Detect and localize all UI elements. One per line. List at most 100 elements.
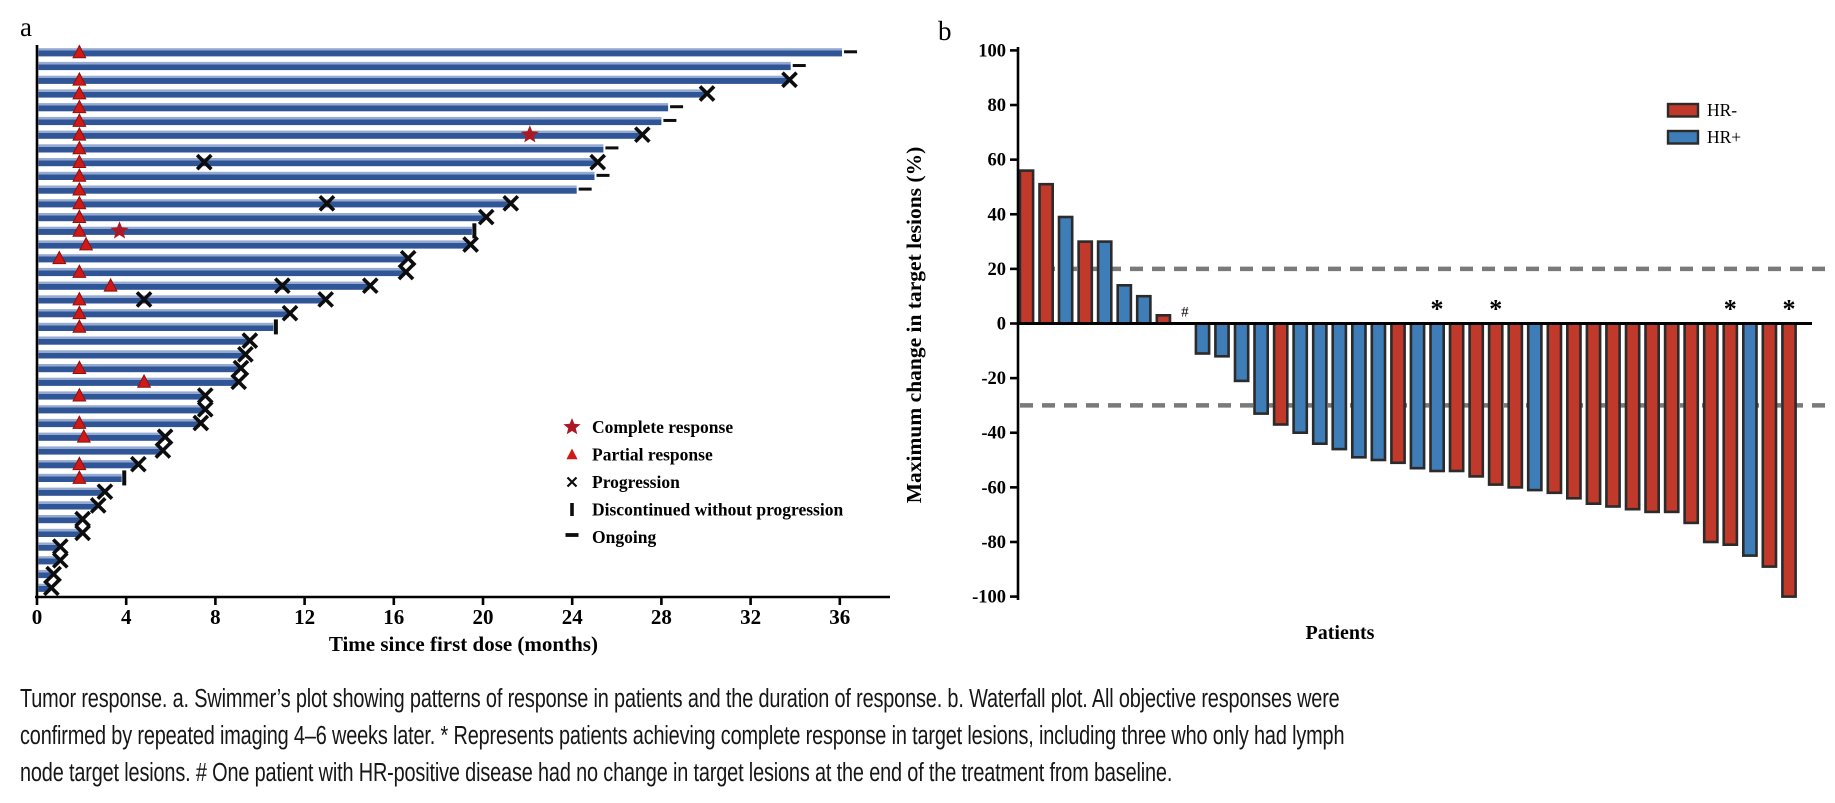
progression-x-icon	[566, 476, 578, 488]
waterfall-y-axis-title: Maximum change in target lesions (%)	[902, 147, 926, 504]
progression-x-icon	[96, 483, 114, 501]
partial-response-triangle-icon	[72, 222, 87, 237]
progression-x-icon	[273, 277, 291, 295]
waterfall-bar	[1507, 322, 1524, 489]
progression-x-icon	[45, 565, 62, 583]
waterfall-bar	[1018, 169, 1035, 325]
partial-response-triangle-icon	[566, 448, 578, 460]
progression-x-icon	[399, 249, 417, 267]
partial-response-triangle-icon	[72, 456, 87, 471]
progression-x-icon	[241, 332, 259, 349]
swimmer-bar	[38, 528, 82, 537]
partial-response-triangle-icon	[72, 181, 87, 196]
waterfall-bar	[1722, 322, 1739, 546]
waterfall-bar	[1566, 322, 1582, 500]
x-tick-label: 24	[562, 605, 584, 629]
waterfall-bar	[1663, 322, 1680, 514]
swimmer-bar	[38, 432, 165, 441]
waterfall-bar	[1468, 322, 1485, 478]
y-tick-label: 40	[988, 205, 1007, 225]
swimmer-bar	[38, 144, 604, 153]
waterfall-bar	[1272, 322, 1289, 426]
progression-x-icon	[196, 387, 214, 404]
swimmer-x-axis-title: Time since first dose (months)	[329, 632, 598, 656]
progression-x-icon	[51, 551, 69, 569]
progression-x-icon	[698, 85, 716, 102]
waterfall-bar	[1292, 322, 1309, 434]
partial-response-triangle-icon	[72, 319, 87, 333]
y-tick-label: -60	[981, 478, 1006, 498]
swimmer-bar	[38, 226, 472, 235]
swimmer-bar	[38, 185, 577, 194]
swimmer-bar	[38, 556, 60, 565]
swimmer-bar	[38, 418, 200, 428]
hr-positive-swatch	[1666, 129, 1700, 145]
partial-response-triangle-icon	[76, 428, 91, 443]
swimmer-bars	[38, 44, 858, 597]
progression-x-icon	[589, 153, 607, 171]
waterfall-plot-panel: b # * * * * 100 80 60 40 20 0 -20 -40 -60 -80 -100 Maximu…	[902, 16, 1831, 644]
partial-response-triangle-icon	[72, 85, 87, 100]
swimmer-bar	[38, 295, 325, 304]
partial-response-triangle-icon	[72, 126, 87, 141]
waterfall-bar	[1096, 240, 1113, 325]
waterfall-bar	[1781, 322, 1797, 598]
progression-x-icon	[196, 400, 214, 418]
swimmer-bar	[38, 240, 470, 249]
swimmer-bar	[38, 281, 370, 290]
waterfall-bar	[1487, 322, 1504, 486]
panel-a-label: a	[20, 12, 32, 42]
swimmer-bar	[38, 446, 162, 455]
waterfall-bar	[1214, 322, 1230, 358]
progression-x-icon	[237, 346, 254, 363]
complete-response-asterisk: *	[1431, 295, 1444, 324]
partial-response-triangle-icon	[72, 71, 87, 86]
progression-x-icon	[89, 497, 107, 514]
swimmer-plot-panel: a 0 4 8 12 16 20 24 28 32 36 Time since first dose …	[20, 12, 890, 656]
progression-x-icon	[192, 414, 210, 432]
waterfall-bar	[1311, 322, 1328, 445]
swimmer-bar	[38, 309, 289, 318]
x-tick-label: 16	[383, 605, 404, 629]
progression-x-icon	[135, 291, 153, 308]
partial-response-triangle-icon	[72, 44, 87, 59]
swimmer-bar	[38, 405, 205, 414]
y-tick-label: -20	[981, 369, 1006, 389]
partial-response-triangle-icon	[72, 360, 87, 374]
waterfall-bar	[1761, 322, 1778, 568]
y-tick-label: 20	[988, 260, 1007, 280]
waterfall-bar	[1116, 283, 1133, 325]
swimmer-bar	[38, 254, 408, 263]
swimmer-bar	[38, 322, 274, 331]
swimmer-bar	[38, 336, 249, 345]
swimmer-bar	[38, 350, 245, 359]
progression-x-icon	[154, 442, 172, 459]
partial-response-triangle-icon	[72, 140, 87, 155]
swimmer-legend-label: Ongoing	[592, 527, 656, 547]
caption-line-1: Tumor response. a. Swimmer’s plot showin…	[20, 685, 1340, 713]
progression-x-icon	[74, 510, 91, 528]
complete-response-asterisk: *	[1489, 295, 1502, 324]
swimmer-bar	[38, 89, 706, 98]
progression-x-icon	[230, 373, 248, 391]
no-change-hash: #	[1181, 305, 1189, 321]
partial-response-triangle-icon	[72, 415, 87, 429]
partial-response-triangle-icon	[72, 209, 87, 223]
x-tick-label: 32	[740, 605, 761, 629]
waterfall-bar	[1194, 322, 1211, 355]
progression-x-icon	[462, 236, 479, 253]
y-tick-label: -100	[972, 588, 1006, 608]
swimmer-bar	[38, 569, 53, 579]
complete-response-asterisk: *	[1782, 295, 1795, 324]
waterfall-x-axis-title: Patients	[1306, 622, 1375, 644]
progression-x-icon	[130, 455, 147, 473]
x-tick-label: 36	[829, 605, 850, 629]
partial-response-triangle-icon	[72, 154, 87, 169]
waterfall-bar	[1742, 322, 1758, 557]
swimmer-bar	[38, 48, 842, 57]
swimmer-bar	[38, 103, 669, 112]
waterfall-bar	[1057, 215, 1074, 325]
y-tick-label: -40	[981, 424, 1006, 444]
partial-response-triangle-icon	[72, 195, 87, 210]
waterfall-bar	[1253, 322, 1269, 415]
